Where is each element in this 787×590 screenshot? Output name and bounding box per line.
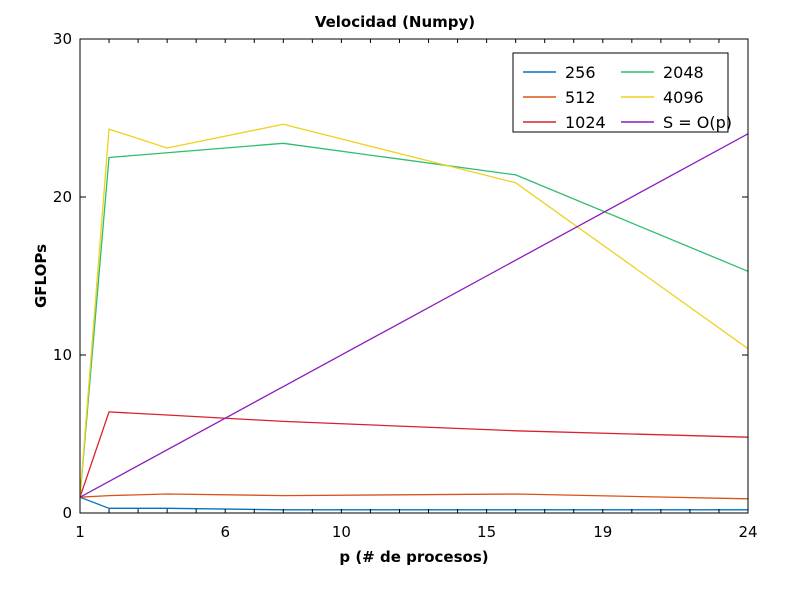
legend-label-5: S = O(p) — [663, 113, 732, 132]
x-tick-label: 15 — [477, 523, 496, 541]
series-line-3 — [80, 142, 748, 498]
chart-title: Velocidad (Numpy) — [315, 13, 475, 31]
x-tick-label: 1 — [75, 523, 85, 541]
y-axis: 0 10 20 30 — [53, 30, 748, 522]
y-tick-label: 0 — [62, 504, 72, 522]
x-tick-label: 6 — [220, 523, 230, 541]
legend-label-4: 4096 — [663, 88, 704, 107]
y-tick-label: 20 — [53, 188, 72, 206]
x-axis: 1 6 10 15 19 24 — [75, 39, 758, 541]
x-axis-label: p (# de procesos) — [339, 548, 488, 566]
series-line-5 — [80, 133, 748, 498]
series-line-1 — [80, 493, 748, 500]
legend-label-3: 2048 — [663, 63, 704, 82]
x-tick-label: 24 — [738, 523, 757, 541]
series-line-4 — [80, 123, 748, 498]
y-tick-label: 30 — [53, 30, 72, 48]
x-tick-label: 19 — [593, 523, 612, 541]
y-axis-label: GFLOPs — [32, 244, 50, 308]
series-layer — [80, 123, 748, 511]
y-tick-label: 10 — [53, 346, 72, 364]
legend-box — [512, 52, 729, 133]
legend-label-2: 1024 — [565, 113, 606, 132]
x-tick-label: 10 — [332, 523, 351, 541]
plot-frame — [79, 38, 749, 514]
legend: 256 512 1024 2048 4096 S = O(p) — [512, 52, 732, 133]
legend-label-1: 512 — [565, 88, 596, 107]
legend-label-0: 256 — [565, 63, 596, 82]
